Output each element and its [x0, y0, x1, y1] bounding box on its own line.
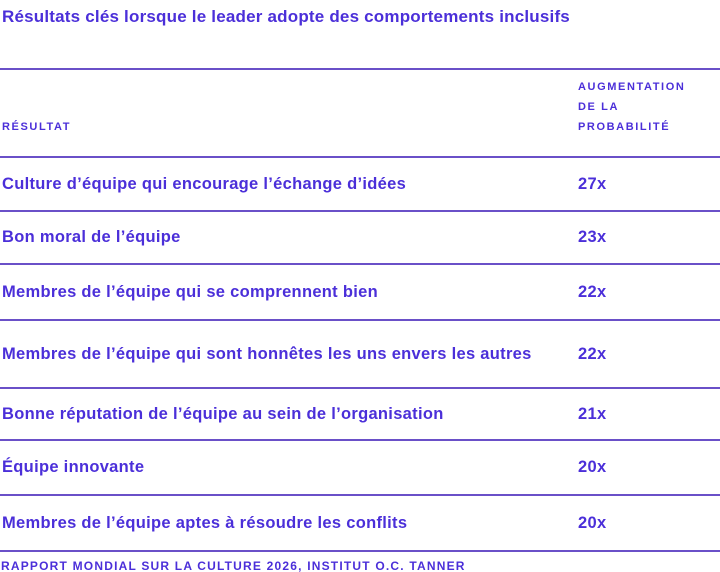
- increase-value: 23x: [578, 228, 607, 246]
- column-header-increase: AUGMENTATION DE LA PROBABILITÉ: [578, 77, 720, 137]
- table-row: Membres de l’équipe qui se comprennent b…: [0, 263, 720, 319]
- table-row: Membres de l’équipe qui sont honnêtes le…: [0, 319, 720, 387]
- column-header-result-label: RÉSULTAT: [2, 121, 72, 133]
- result-label: Équipe innovante: [2, 458, 145, 476]
- table-header-row: RÉSULTAT AUGMENTATION DE LA PROBABILITÉ: [0, 68, 720, 156]
- increase-value: 20x: [578, 458, 607, 476]
- column-header-increase-label: AUGMENTATION DE LA PROBABILITÉ: [578, 81, 686, 133]
- table-footer: RAPPORT MONDIAL SUR LA CULTURE 2026, INS…: [0, 550, 720, 572]
- table-row: Équipe innovante 20x: [0, 439, 720, 494]
- table-row: Culture d’équipe qui encourage l’échange…: [0, 156, 720, 210]
- result-label: Bon moral de l’équipe: [2, 228, 181, 246]
- increase-value: 21x: [578, 404, 607, 423]
- page-title: Résultats clés lorsque le leader adopte …: [2, 7, 570, 26]
- result-label: Bonne réputation de l’équipe au sein de …: [2, 404, 444, 423]
- result-label: Membres de l’équipe qui sont honnêtes le…: [2, 344, 532, 363]
- table-row: Bon moral de l’équipe 23x: [0, 210, 720, 263]
- table-row: Membres de l’équipe aptes à résoudre les…: [0, 494, 720, 550]
- increase-value: 20x: [578, 513, 607, 532]
- result-label: Membres de l’équipe aptes à résoudre les…: [2, 513, 408, 532]
- table-row: Bonne réputation de l’équipe au sein de …: [0, 387, 720, 439]
- increase-value: 22x: [578, 344, 607, 363]
- column-header-result: RÉSULTAT: [0, 117, 578, 137]
- result-label: Culture d’équipe qui encourage l’échange…: [2, 174, 407, 193]
- increase-value: 27x: [578, 174, 607, 193]
- increase-value: 22x: [578, 282, 607, 301]
- source-citation: RAPPORT MONDIAL SUR LA CULTURE 2026, INS…: [1, 559, 466, 572]
- result-label: Membres de l’équipe qui se comprennent b…: [2, 282, 378, 301]
